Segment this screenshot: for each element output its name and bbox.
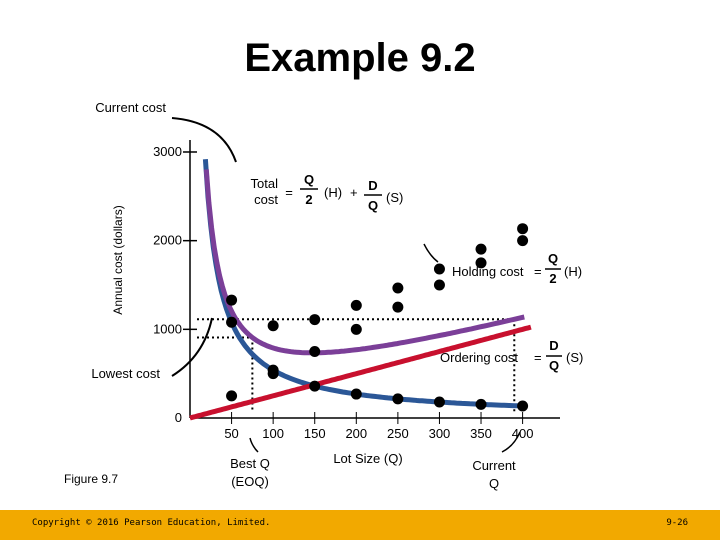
total-cost-word-1: Total: [251, 176, 279, 191]
x-tick-label: 150: [304, 426, 326, 441]
data-point: [350, 299, 362, 311]
data-point: [475, 257, 487, 269]
current-q-label-2: Q: [489, 476, 499, 491]
holding-cost-label: Holding cost: [452, 264, 524, 279]
eoq-chart: 0 1000 2000 3000 50 100 150 200 250 300 350 400 An…: [91, 100, 583, 491]
y-tick-group: 0 1000 2000 3000: [153, 144, 197, 425]
x-tick-label: 300: [429, 426, 451, 441]
data-point: [392, 393, 404, 405]
total-cost-s: (S): [386, 190, 403, 205]
data-point: [517, 235, 529, 247]
x-tick-group: 50 100 150 200 250 300 350 400: [224, 412, 533, 441]
current-q-callout: [501, 431, 521, 453]
y-tick-label: 1000: [153, 321, 182, 336]
data-point: [475, 243, 487, 255]
data-point: [517, 400, 529, 412]
data-point: [350, 388, 362, 400]
x-axis-label: Lot Size (Q): [333, 451, 402, 466]
data-point: [392, 282, 404, 294]
current-q-label-1: Current: [472, 458, 516, 473]
y-tick-label: 0: [175, 410, 182, 425]
y-tick-label: 2000: [153, 233, 182, 248]
ordering-cost-label: Ordering cost: [440, 350, 518, 365]
data-point: [433, 263, 445, 275]
holding-cost-den: 2: [549, 271, 556, 286]
ordering-cost-curve: [202, 159, 523, 409]
data-point: [392, 301, 404, 313]
best-q-label-1: Best Q: [230, 456, 270, 471]
x-tick-label: 400: [512, 426, 534, 441]
total-cost-den2: Q: [368, 198, 378, 213]
total-cost-curve: [203, 169, 525, 356]
data-point: [433, 279, 445, 291]
y-axis-label: Annual cost (dollars): [111, 205, 125, 314]
lowest-cost-callout: [171, 317, 213, 377]
data-point: [350, 323, 362, 335]
data-point: [267, 320, 279, 332]
data-point: [433, 396, 445, 408]
data-point: [267, 364, 279, 376]
page-number: 9-26: [666, 518, 688, 528]
holding-cost-line: [189, 324, 532, 421]
lowest-cost-label: Lowest cost: [91, 366, 160, 381]
holding-cost-eq: =: [534, 264, 542, 279]
data-point: [475, 398, 487, 410]
ordering-cost-num: D: [549, 338, 558, 353]
x-tick-label: 350: [470, 426, 492, 441]
holding-cost-h: (H): [564, 264, 582, 279]
data-point: [226, 316, 238, 328]
data-point: [309, 314, 321, 326]
best-q-label-2: (EOQ): [231, 474, 269, 489]
total-cost-word-2: cost: [254, 192, 278, 207]
figure-label: Figure 9.7: [64, 472, 119, 486]
total-cost-h: (H): [324, 185, 342, 200]
data-point: [226, 294, 238, 306]
data-point: [309, 380, 321, 392]
best-q-callout: [249, 437, 259, 453]
x-tick-label: 200: [345, 426, 367, 441]
copyright-text: Copyright © 2016 Pearson Education, Limi…: [32, 518, 271, 528]
total-cost-num: Q: [304, 172, 314, 187]
ordering-cost-eq: =: [534, 350, 542, 365]
data-point: [309, 345, 321, 357]
x-tick-label: 50: [224, 426, 238, 441]
current-cost-callout: [171, 117, 237, 163]
total-cost-den: 2: [305, 192, 312, 207]
data-point: [226, 390, 238, 402]
data-points: [226, 223, 529, 412]
x-tick-label: 250: [387, 426, 409, 441]
y-tick-label: 3000: [153, 144, 182, 159]
data-point: [517, 223, 529, 235]
slide-title: Example 9.2: [244, 36, 476, 80]
ordering-cost-den: Q: [549, 358, 559, 373]
footer-bar: [0, 510, 720, 540]
total-cost-eq: =: [285, 185, 293, 200]
holding-cost-num: Q: [548, 251, 558, 266]
holding-cost-callout: [423, 243, 439, 263]
current-cost-label-1: Current cost: [95, 100, 166, 115]
x-tick-label: 100: [262, 426, 284, 441]
ordering-cost-s: (S): [566, 350, 583, 365]
total-cost-num2: D: [368, 178, 377, 193]
total-cost-plus: +: [350, 185, 358, 200]
